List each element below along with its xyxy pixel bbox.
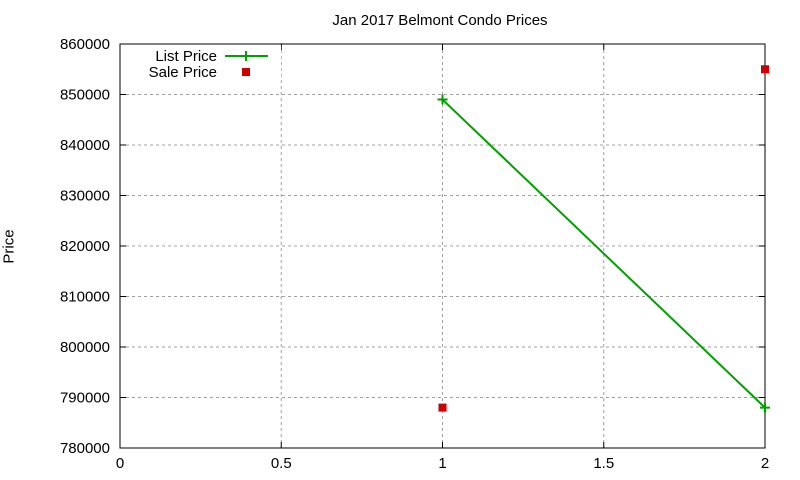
x-tick-label: 2 (761, 455, 769, 472)
y-tick-label: 790000 (60, 390, 110, 407)
y-tick-label: 780000 (60, 440, 110, 457)
x-tick-label: 1 (438, 455, 446, 472)
legend-bg (121, 45, 281, 81)
legend-label-list-price: List Price (155, 48, 217, 65)
x-tick-label: 1.5 (593, 455, 614, 472)
x-tick-label: 0 (116, 455, 124, 472)
y-tick-label: 830000 (60, 188, 110, 205)
y-tick-label: 850000 (60, 87, 110, 104)
list-price-line (441, 98, 766, 409)
x-tick-label: 0.5 (271, 455, 292, 472)
legend-label-sale-price: Sale Price (149, 64, 217, 81)
list-price-marker (760, 402, 770, 413)
list-price-marker (437, 94, 448, 105)
y-tick-label: 860000 (60, 36, 110, 53)
sale-price-marker (761, 65, 769, 74)
legend-square-icon (242, 68, 250, 76)
y-tick-label: 800000 (60, 339, 110, 356)
chart-title: Jan 2017 Belmont Condo Prices (332, 12, 548, 29)
y-tick-label: 810000 (60, 289, 110, 306)
y-tick-label: 820000 (60, 238, 110, 255)
plot-frame (119, 43, 766, 449)
sale-price-marker (438, 403, 447, 412)
y-tick-label: 840000 (60, 137, 110, 154)
